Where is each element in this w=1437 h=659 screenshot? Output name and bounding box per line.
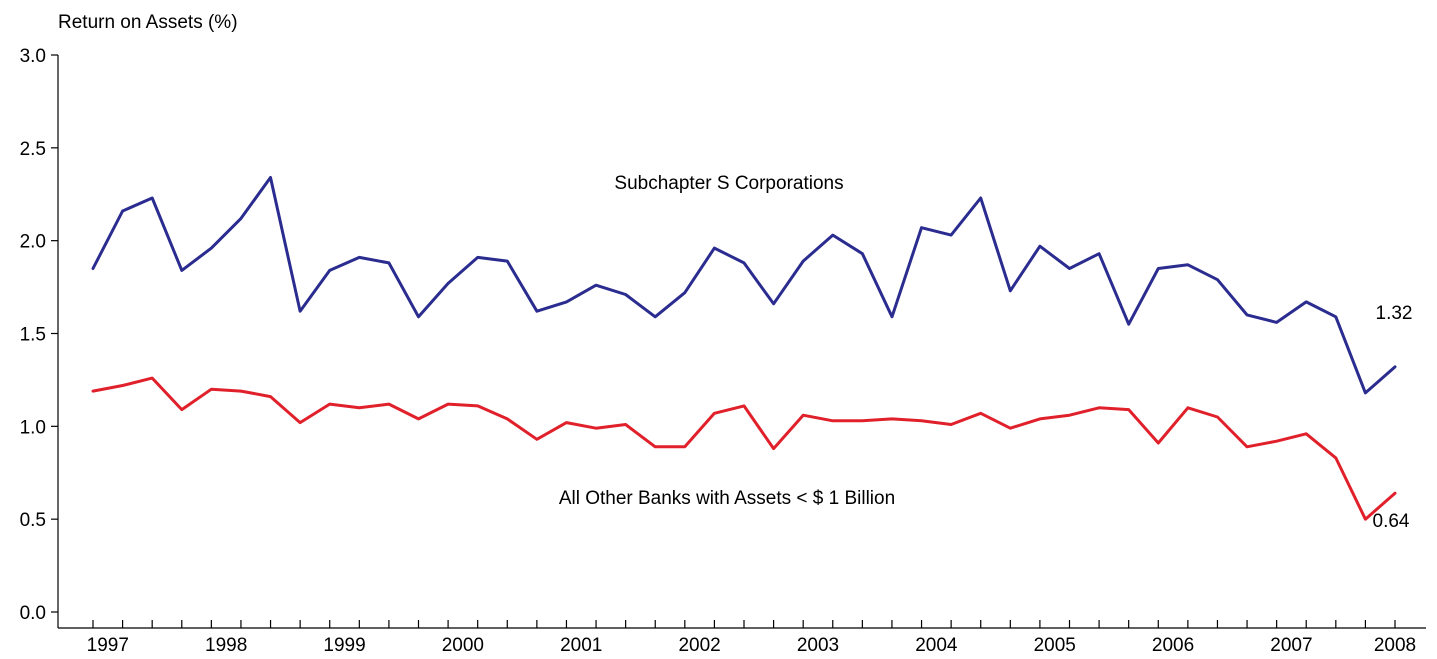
x-tick-label: 1997 xyxy=(87,635,129,656)
x-tick-label: 2007 xyxy=(1270,635,1312,656)
y-tick-label: 1.5 xyxy=(20,325,46,346)
x-tick-label: 2004 xyxy=(915,635,958,656)
y-tick-label: 1.0 xyxy=(20,417,46,438)
x-tick-label: 2005 xyxy=(1034,635,1076,656)
x-tick-label: 2002 xyxy=(678,635,720,656)
x-tick-label: 1999 xyxy=(323,635,365,656)
series-line-subchapter-s xyxy=(91,176,1397,395)
y-axis-title: Return on Assets (%) xyxy=(58,12,238,33)
series-line-all-other-banks xyxy=(91,376,1397,521)
x-tick-label: 2006 xyxy=(1152,635,1194,656)
series-layer xyxy=(91,176,1397,521)
x-tick-label: 1998 xyxy=(205,635,247,656)
series-label-subchapter-s: Subchapter S Corporations xyxy=(614,173,843,194)
x-tick-label: 2001 xyxy=(560,635,602,656)
x-ticks: 1997 1998 1999 2000 2001 2002 2003 2004 2005 2006… xyxy=(87,620,1416,656)
end-value-label-subchapter-s: 1.32 xyxy=(1376,303,1413,324)
y-tick-label: 3.0 xyxy=(20,46,46,67)
end-value-label-all-other-banks: 0.64 xyxy=(1373,511,1410,532)
y-tick-label: 0.5 xyxy=(20,510,46,531)
y-tick-label: 2.0 xyxy=(20,232,46,253)
x-tick-label: 2000 xyxy=(442,635,484,656)
series-label-all-other-banks: All Other Banks with Assets < $ 1 Billio… xyxy=(559,488,895,509)
y-tick-label: 0.0 xyxy=(20,603,46,624)
y-ticks: 0.0 0.5 1.0 1.5 2.0 2.5 3.0 xyxy=(20,46,58,624)
x-tick-label: 2008 xyxy=(1374,635,1416,656)
y-tick-label: 2.5 xyxy=(20,139,46,160)
x-tick-label: 2003 xyxy=(797,635,839,656)
